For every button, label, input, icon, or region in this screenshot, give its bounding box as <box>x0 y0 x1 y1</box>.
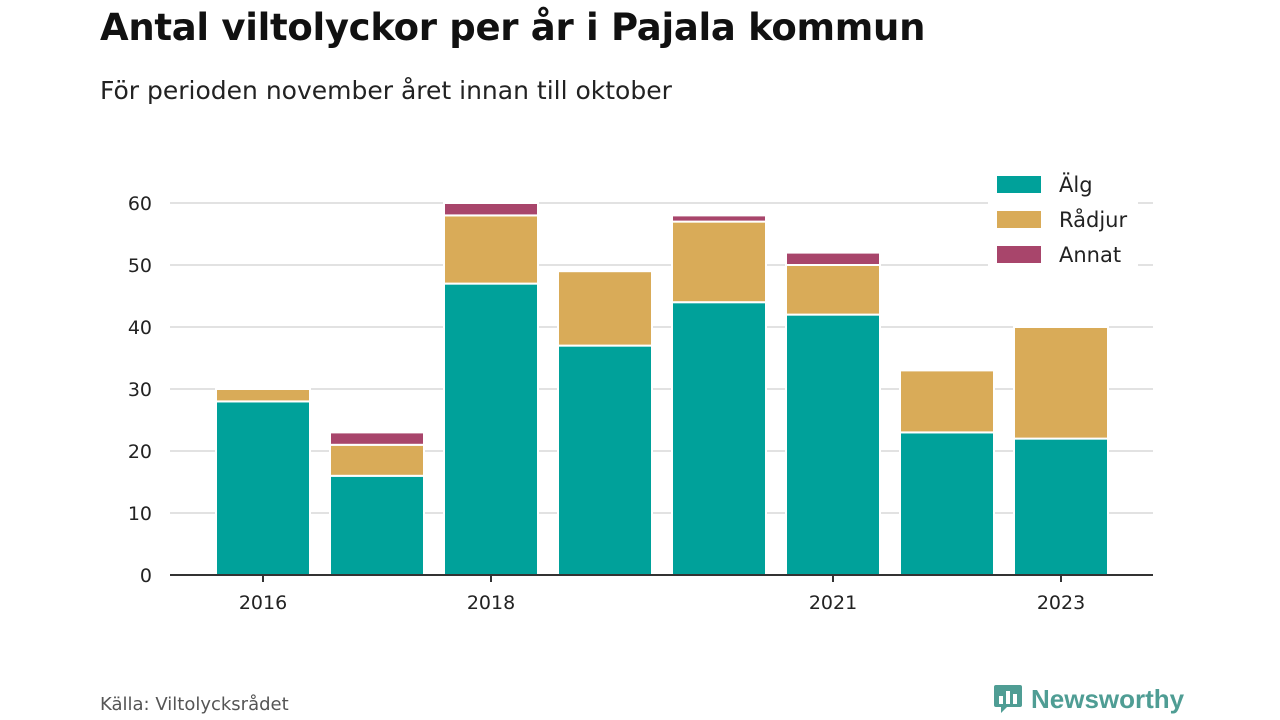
source-note: Källa: Viltolycksrådet <box>100 694 289 715</box>
legend: Älg Rådjur Annat <box>988 168 1138 268</box>
bar-segment-radjur <box>557 270 653 347</box>
x-tick-label: 2023 <box>1037 592 1085 614</box>
bar-segment-alg <box>785 313 881 576</box>
bar-segment-radjur <box>215 388 311 403</box>
bar-segment-annat <box>329 431 425 446</box>
brand-logo: Newsworthy <box>993 683 1184 715</box>
y-tick-label: 20 <box>128 441 152 463</box>
x-tick-label: 2018 <box>467 592 515 614</box>
bar-segment-annat <box>443 202 539 217</box>
bar-segment-alg <box>671 301 767 576</box>
y-tick-label: 60 <box>128 193 152 215</box>
bar-segment-alg <box>215 400 311 576</box>
bar-chart-speech-bubble-icon <box>994 685 1022 713</box>
brand-name: Newsworthy <box>1031 683 1185 714</box>
chart-title: Antal viltolyckor per år i Pajala kommun <box>100 6 926 49</box>
legend-swatch <box>997 211 1041 228</box>
chart-subtitle: För perioden november året innan till ok… <box>100 76 672 105</box>
bar-segment-radjur <box>785 264 881 316</box>
x-tick-label: 2016 <box>239 592 287 614</box>
bars <box>215 202 1109 576</box>
legend-label: Älg <box>1059 172 1093 197</box>
y-tick-label: 10 <box>128 503 152 525</box>
bar-segment-alg <box>557 344 653 576</box>
x-tick-label: 2021 <box>809 592 857 614</box>
bar-segment-alg <box>443 282 539 576</box>
y-axis-ticks: 0 10 20 30 40 50 60 <box>128 193 152 587</box>
y-tick-label: 50 <box>128 255 152 277</box>
bar-segment-radjur <box>1013 326 1109 440</box>
bar-segment-annat <box>671 214 767 223</box>
bar-segment-annat <box>785 251 881 267</box>
y-tick-label: 30 <box>128 379 152 401</box>
legend-label: Rådjur <box>1059 207 1127 232</box>
bar-segment-radjur <box>443 214 539 285</box>
legend-swatch <box>997 176 1041 193</box>
bar-segment-alg <box>1013 437 1109 576</box>
y-tick-label: 0 <box>140 565 152 587</box>
bar-segment-radjur <box>899 369 995 434</box>
x-axis-ticks: 2016 2018 2021 2023 <box>239 575 1085 614</box>
bar-segment-alg <box>329 474 425 576</box>
legend-label: Annat <box>1059 243 1121 267</box>
bar-segment-alg <box>899 431 995 576</box>
bar-segment-radjur <box>329 443 425 477</box>
bar-segment-radjur <box>671 220 767 304</box>
legend-swatch <box>997 246 1041 263</box>
y-tick-label: 40 <box>128 317 152 339</box>
